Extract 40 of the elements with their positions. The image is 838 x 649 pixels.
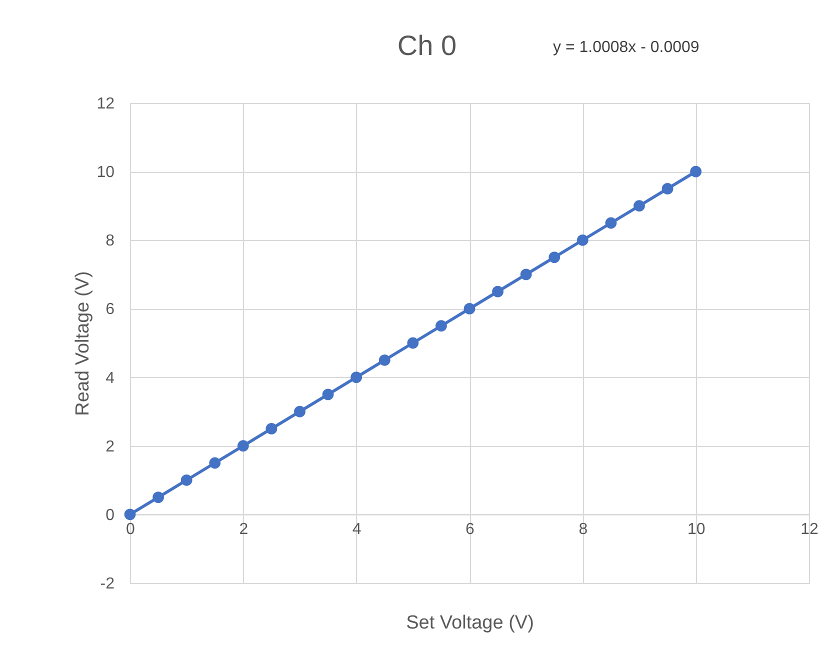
y-tick-label: 2 xyxy=(106,438,115,456)
point xyxy=(322,388,334,400)
point xyxy=(407,337,419,349)
x-tick-label: 6 xyxy=(466,520,475,538)
point xyxy=(436,320,447,332)
x-axis-title: Set Voltage (V) xyxy=(406,612,534,634)
point xyxy=(576,234,588,246)
point xyxy=(520,268,532,280)
x-tick-label: 4 xyxy=(352,520,362,538)
point xyxy=(180,474,192,486)
x-tick-label: 10 xyxy=(687,520,706,538)
point xyxy=(266,423,278,434)
y-tick-label: -2 xyxy=(100,576,115,592)
x-tick-label: 0 xyxy=(126,520,136,538)
y-tick-label: 12 xyxy=(96,96,115,112)
point xyxy=(662,183,674,194)
point xyxy=(605,217,617,229)
y-tick-label: 8 xyxy=(106,232,115,250)
point xyxy=(350,372,362,383)
y-tick-label: 10 xyxy=(96,164,115,182)
point xyxy=(548,252,560,263)
point xyxy=(464,303,476,314)
point xyxy=(124,508,136,520)
y-tick-label: 6 xyxy=(106,301,115,318)
point xyxy=(634,200,645,212)
point xyxy=(294,406,306,418)
y-tick-label: 4 xyxy=(106,370,115,387)
y-tick-label: 0 xyxy=(106,506,115,524)
y-axis-title: Read Voltage (V) xyxy=(72,271,94,416)
x-tick-label: 8 xyxy=(578,520,588,538)
point xyxy=(690,166,702,178)
point xyxy=(492,286,504,298)
point xyxy=(152,492,164,503)
x-tick-label: 2 xyxy=(239,520,248,538)
text: y = 1.0008x - 0.0009 xyxy=(553,39,700,56)
point xyxy=(378,354,390,366)
point xyxy=(237,440,249,452)
x-tick-label: 12 xyxy=(800,520,818,538)
point xyxy=(209,457,221,469)
chart-title: Ch 0 xyxy=(397,30,457,61)
